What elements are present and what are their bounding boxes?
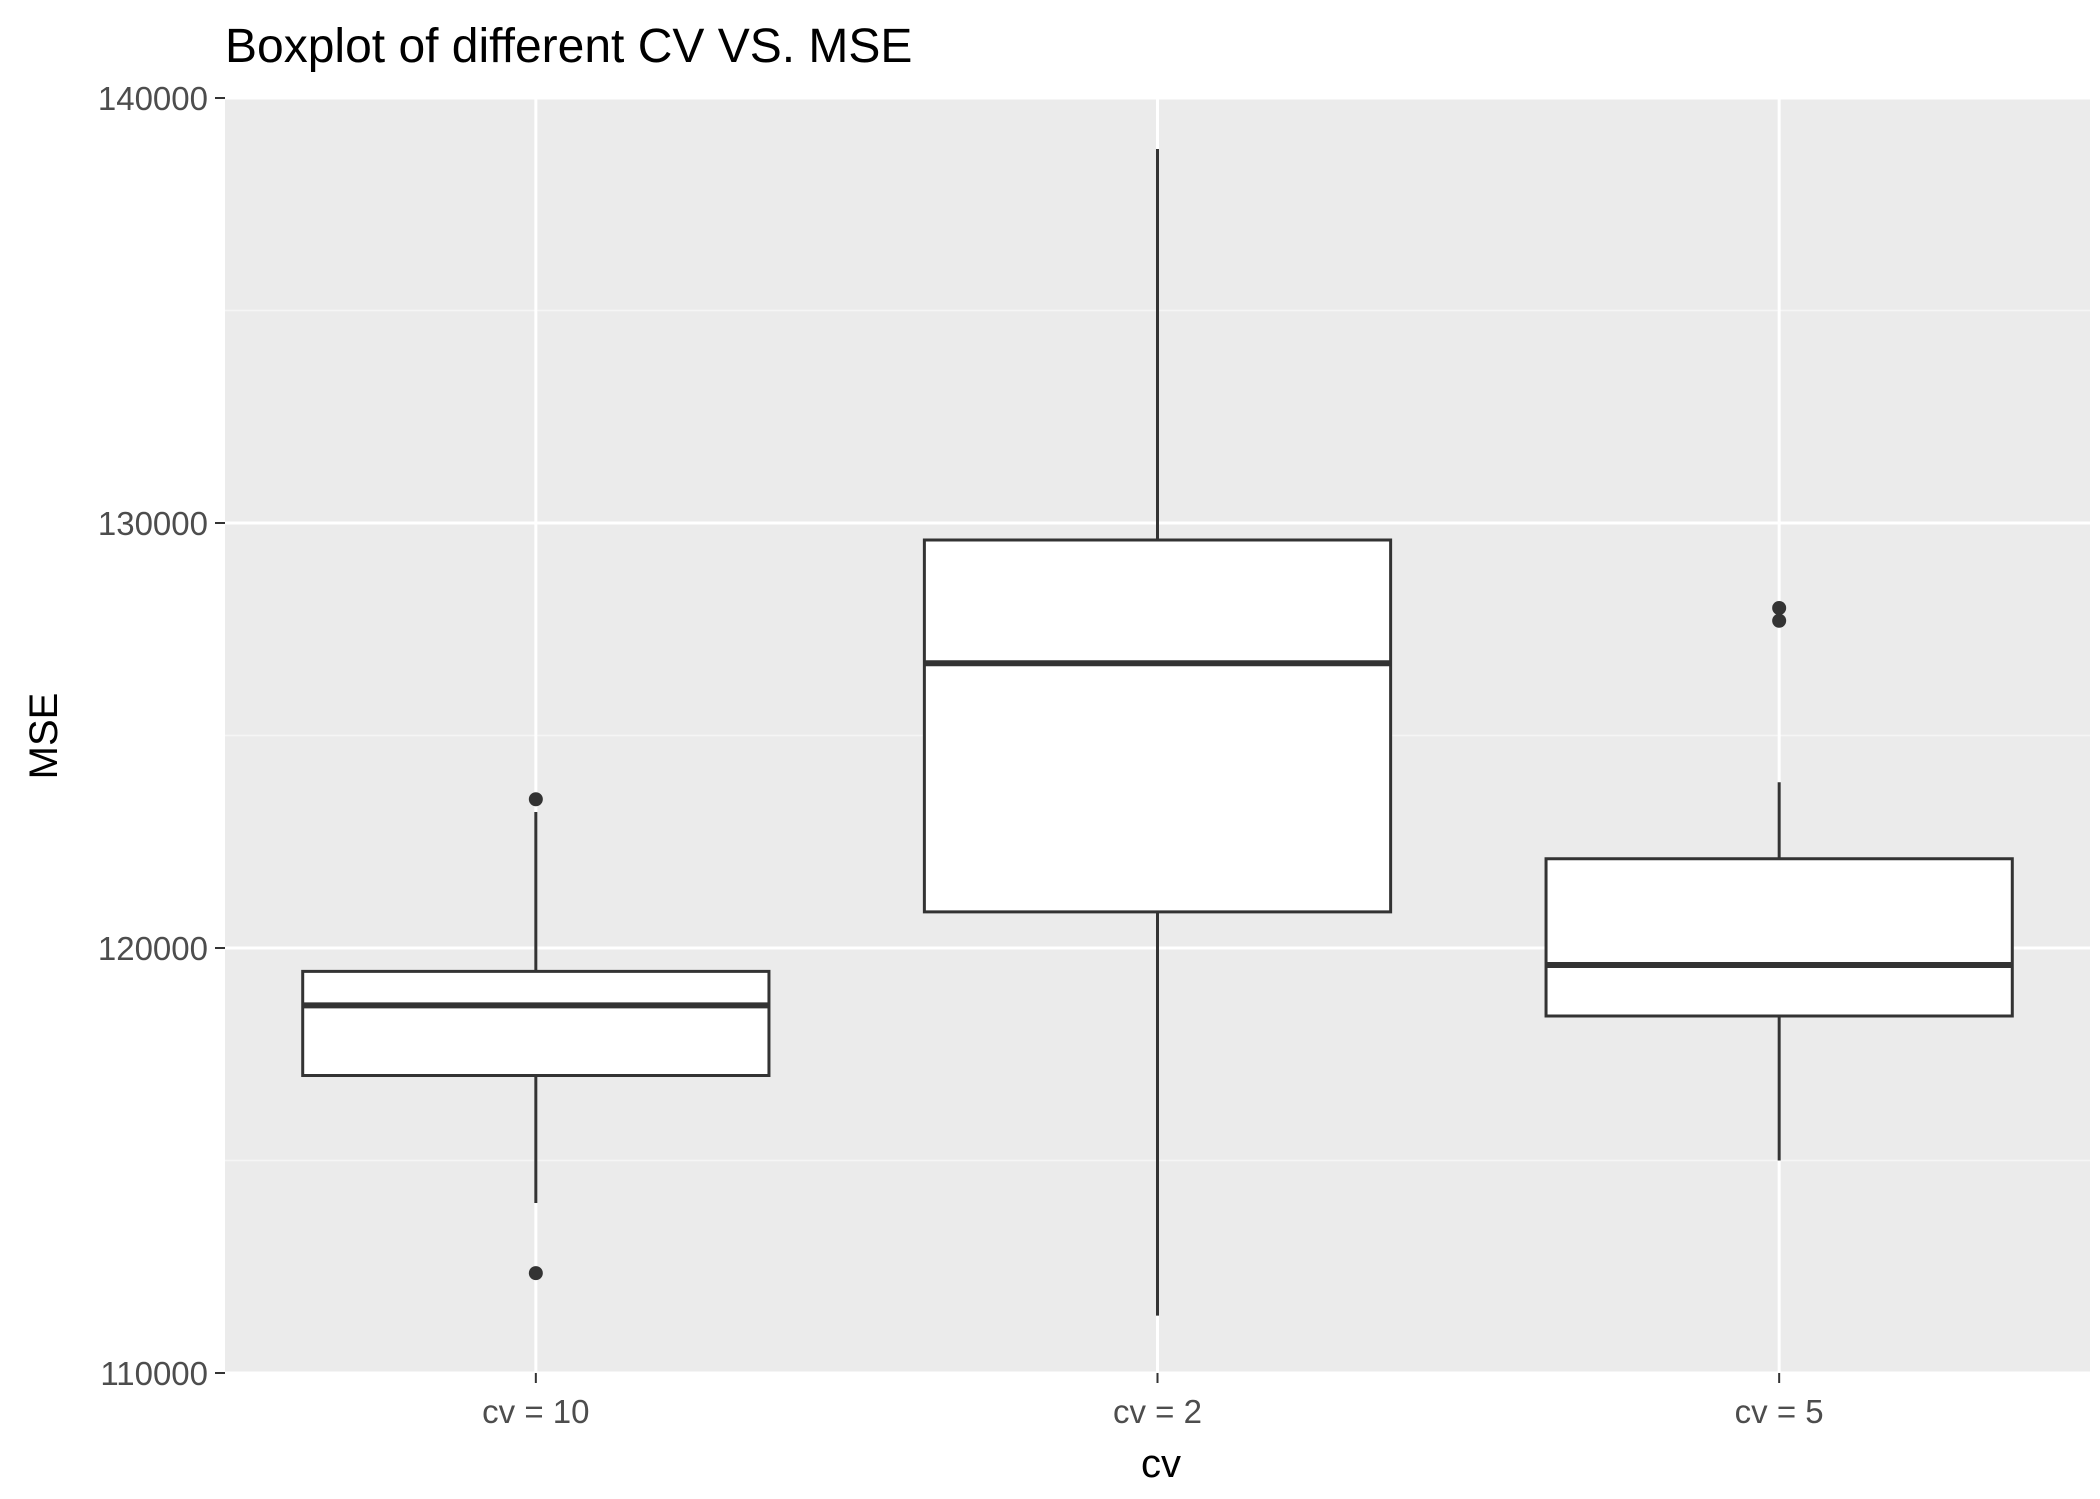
outlier-point (528, 1266, 543, 1281)
box-2 (922, 149, 1393, 1316)
x-tick-label: cv = 10 (482, 1393, 589, 1430)
outlier-point (1772, 613, 1787, 628)
boxplot-layer (301, 149, 2014, 1316)
box-1 (301, 792, 771, 1281)
chart-title: Boxplot of different CV VS. MSE (225, 20, 912, 73)
y-tick-label: 120000 (98, 930, 208, 967)
x-axis-title: cv (1141, 1442, 1181, 1486)
box-iqr (1544, 857, 2014, 1018)
y-tick-label: 110000 (100, 1355, 208, 1392)
outlier-point (528, 792, 543, 807)
y-tick-label: 140000 (98, 80, 208, 117)
box-iqr (922, 538, 1393, 914)
outlier-point (1772, 601, 1787, 615)
axes: 110000 120000 130000 140000 cv = 10 cv = 2 cv … (98, 80, 1824, 1430)
x-tick-label: cv = 2 (1113, 1393, 1202, 1430)
box-3 (1544, 601, 2014, 1161)
y-tick-label: 130000 (98, 505, 208, 542)
y-axis-title: MSE (22, 693, 66, 780)
x-tick-label: cv = 5 (1735, 1393, 1824, 1430)
box-iqr (301, 969, 771, 1077)
